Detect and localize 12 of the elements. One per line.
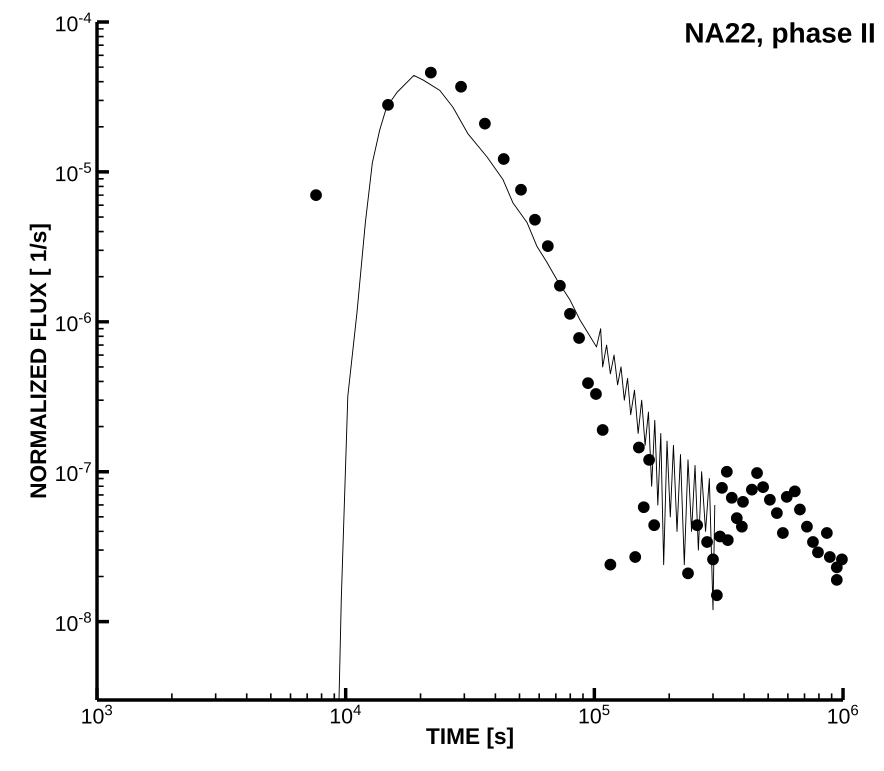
y-tick-label: 10$^{-7}$ [56,462,91,482]
y-tick-label: 10$^{-6}$ [56,312,91,332]
chart-title: NA22, phase II [686,22,874,48]
x-tick-label: 10$^{5}$ [580,704,610,724]
x-tick-label: 10$^{6}$ [828,704,858,724]
y-tick-label: 10$^{-5}$ [56,162,91,182]
y-tick-label: 10$^{-8}$ [56,612,91,632]
x-tick-label: 10$^{4}$ [330,704,361,724]
y-axis-title: NORMALIZED FLUX [ 1/s] [30,224,51,498]
x-axis-title: TIME [s] [426,728,513,749]
y-tick-label: 10$^{-4}$ [56,12,92,32]
x-tick-label: 10$^{3}$ [82,704,112,724]
